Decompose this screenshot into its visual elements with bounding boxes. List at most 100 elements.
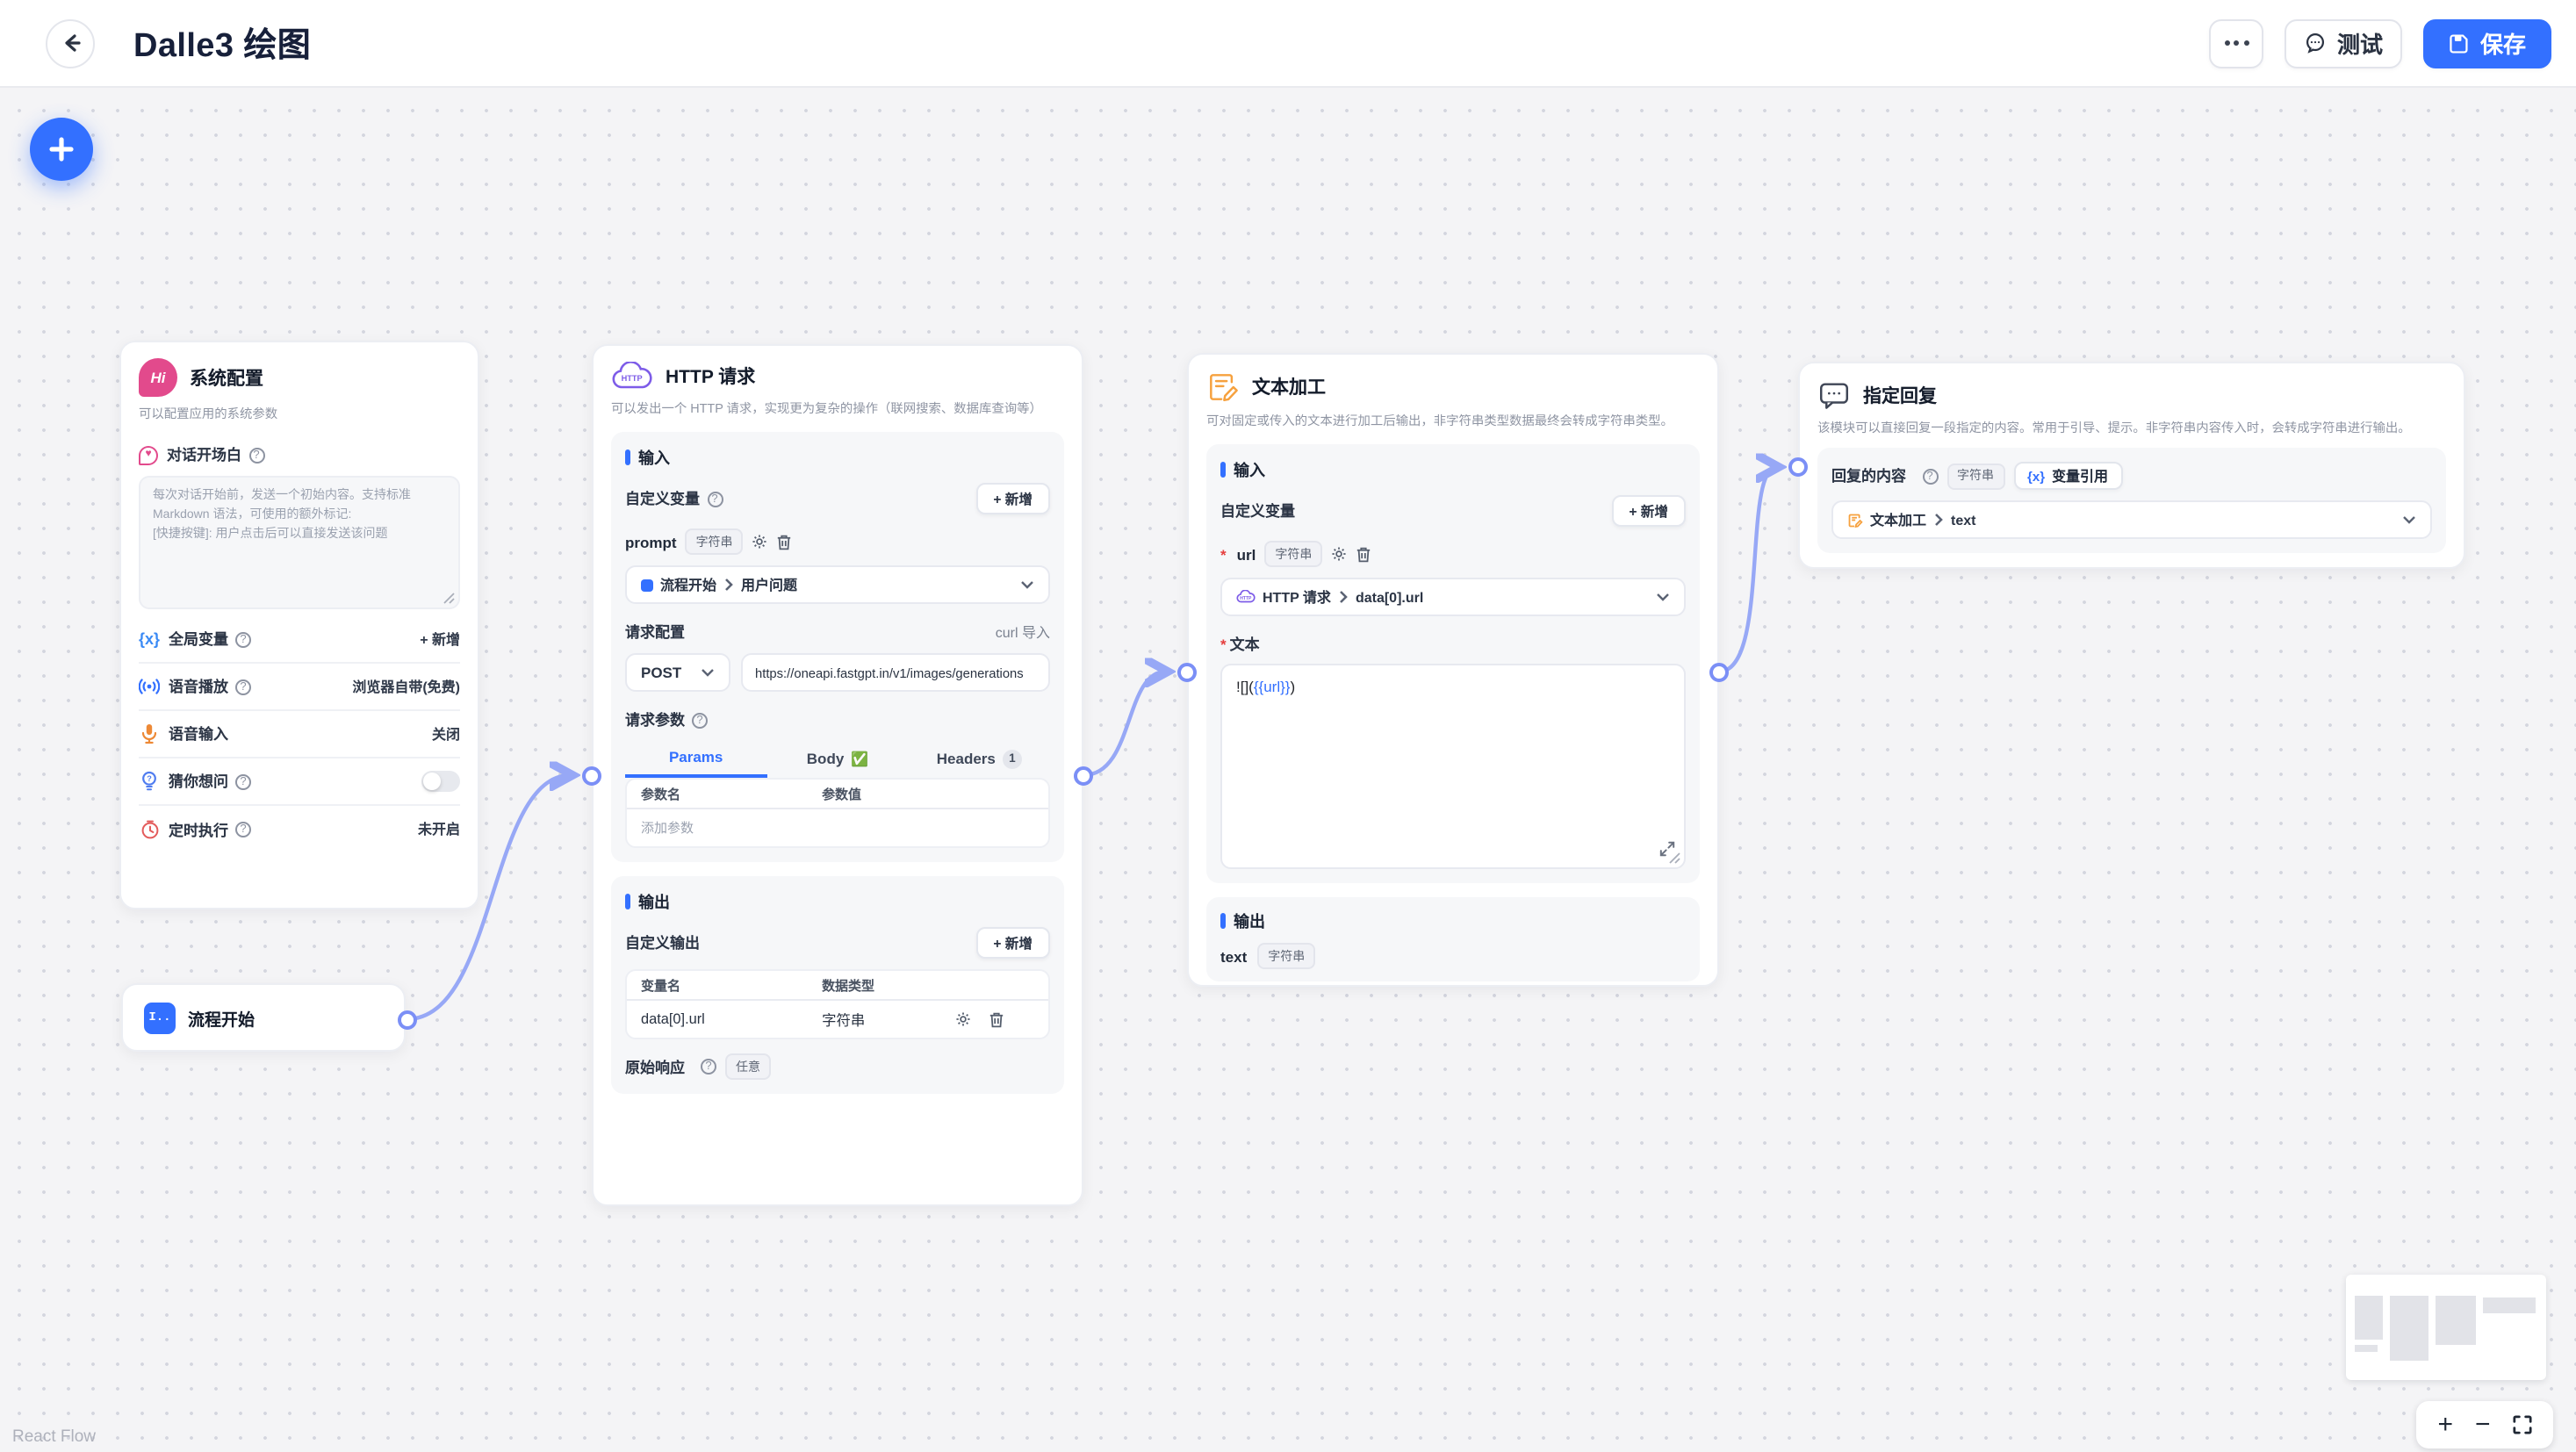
guess-question-toggle[interactable]: [421, 771, 460, 792]
more-options-button[interactable]: [2209, 18, 2263, 68]
add-variable-action[interactable]: + 新增: [420, 631, 460, 647]
add-node-button[interactable]: [30, 118, 93, 181]
welcome-textarea[interactable]: 每次对话开始前，发送一个初始内容。支持标准 Markdown 语法，可使用的额外…: [139, 476, 460, 609]
resize-handle-icon[interactable]: [443, 592, 455, 604]
col-var-name: 变量名: [641, 977, 680, 993]
node-system-config[interactable]: Hi 系统配置 可以配置应用的系统参数 对话开场白 每次对话开始前，发送一个初始…: [119, 341, 479, 909]
help-icon[interactable]: [1922, 468, 1939, 484]
params-tabs: Params Body ✅ Headers 1: [625, 748, 1050, 778]
reply-content-label: 回复的内容: [1831, 467, 1907, 485]
react-flow-attribution: React Flow: [12, 1427, 97, 1447]
raw-response-label: 原始响应: [625, 1058, 686, 1075]
delete-variable-button[interactable]: [1356, 545, 1371, 563]
reply-content-card: 回复的内容 字符串 {x} 变量引用 文本加工 text: [1817, 448, 2446, 553]
back-button[interactable]: [46, 18, 95, 68]
node-text-process[interactable]: 文本加工 可对固定或传入的文本进行加工后输出，非字符串类型数据最终会转成字符串类…: [1187, 353, 1719, 987]
row-scheduled-run[interactable]: 定时执行 未开启: [139, 806, 460, 853]
add-variable-button[interactable]: + 新增: [975, 483, 1050, 514]
output-name: text: [1220, 947, 1248, 965]
handle-http-input[interactable]: [582, 766, 601, 785]
variable-name: prompt: [625, 533, 677, 550]
welcome-placeholder: 每次对话开始前，发送一个初始内容。支持标准 Markdown 语法，可使用的额外…: [153, 490, 411, 541]
expand-icon[interactable]: [1659, 841, 1675, 857]
row-guess-question[interactable]: ? 猜你想问: [139, 758, 460, 806]
type-badge: 字符串: [1257, 943, 1316, 969]
help-icon[interactable]: [707, 491, 723, 507]
http-mini-icon: HTTP: [1236, 590, 1256, 603]
help-icon[interactable]: [235, 679, 252, 694]
any-type-badge: 任意: [725, 1053, 772, 1080]
help-icon[interactable]: [235, 773, 252, 789]
handle-reply-input[interactable]: [1788, 457, 1808, 477]
url-source-select[interactable]: HTTP HTTP 请求 data[0].url: [1220, 578, 1686, 616]
add-variable-button[interactable]: + 新增: [1611, 495, 1686, 527]
help-icon[interactable]: [248, 447, 265, 463]
prompt-source-select[interactable]: 流程开始 用户问题: [625, 565, 1050, 604]
row-voice-play[interactable]: 语音播放 浏览器自带(免费): [139, 664, 460, 711]
help-icon[interactable]: [701, 1059, 717, 1075]
col-data-type: 数据类型: [822, 977, 875, 993]
flow-canvas[interactable]: Hi 系统配置 可以配置应用的系统参数 对话开场白 每次对话开始前，发送一个初始…: [0, 88, 2576, 1452]
tab-params[interactable]: Params: [625, 748, 767, 778]
handle-text-input[interactable]: [1177, 662, 1197, 681]
curl-import-link[interactable]: curl 导入: [995, 624, 1050, 640]
help-icon[interactable]: [235, 631, 252, 647]
row-voice-input[interactable]: 语音输入 关闭: [139, 711, 460, 758]
params-table: 参数名 参数值 添加参数: [625, 778, 1050, 848]
reply-bubble-icon: [1819, 383, 1849, 409]
variable-reference-chip[interactable]: {x} 变量引用: [2013, 462, 2123, 490]
minimap[interactable]: [2346, 1275, 2546, 1380]
edit-output-button[interactable]: [955, 1011, 971, 1027]
section-input: 输入: [1234, 462, 1266, 479]
svg-text:HTTP: HTTP: [1240, 596, 1252, 601]
node-flow-start[interactable]: I.. 流程开始: [121, 983, 406, 1052]
node-http-request[interactable]: HTTP HTTP 请求 可以发出一个 HTTP 请求，实现更为复杂的操作（联网…: [592, 344, 1083, 1206]
text-process-icon: [1210, 374, 1238, 402]
tab-headers[interactable]: Headers 1: [909, 748, 1050, 778]
delete-variable-button[interactable]: [777, 533, 793, 550]
handle-http-output[interactable]: [1074, 766, 1093, 785]
chevron-right-icon: [1935, 514, 1943, 526]
fit-view-button[interactable]: [2512, 1415, 2532, 1434]
zoom-in-button[interactable]: +: [2437, 1410, 2453, 1440]
ellipsis-icon: [2224, 40, 2229, 46]
edit-variable-button[interactable]: [752, 534, 768, 550]
help-icon[interactable]: [692, 712, 709, 728]
resize-handle-icon[interactable]: [1668, 852, 1680, 864]
headers-count-badge: 1: [1002, 749, 1022, 768]
url-input[interactable]: https://oneapi.fastgpt.in/v1/images/gene…: [741, 653, 1050, 692]
handle-text-output[interactable]: [1709, 662, 1729, 681]
trash-icon: [778, 534, 791, 550]
delete-output-button[interactable]: [989, 1010, 1004, 1028]
variable-name: url: [1236, 545, 1256, 563]
mic-icon: [141, 724, 157, 744]
output-table: 变量名 数据类型 data[0].url 字符串: [625, 969, 1050, 1039]
node-description: 可以配置应用的系统参数: [139, 406, 278, 421]
top-bar: Dalle3 绘图 测试 保存: [0, 0, 2576, 88]
zoom-out-button[interactable]: −: [2474, 1410, 2491, 1440]
text-template-textarea[interactable]: ![]({{url}}): [1220, 664, 1686, 869]
output-var-type: 字符串: [822, 1012, 866, 1028]
node-title: HTTP 请求: [666, 367, 756, 388]
chevron-right-icon: [1340, 591, 1348, 603]
add-param-placeholder[interactable]: 添加参数: [641, 820, 694, 836]
node-specified-reply[interactable]: 指定回复 该模块可以直接回复一段指定的内容。常用于引导、提示。非字符串内容传入时…: [1798, 362, 2465, 569]
edge-http-to-text: [1083, 672, 1166, 778]
method-select[interactable]: POST: [625, 653, 730, 692]
edit-variable-button[interactable]: [1331, 546, 1347, 562]
handle-flow-start-output[interactable]: [397, 1010, 416, 1029]
reply-source-select[interactable]: 文本加工 text: [1831, 500, 2432, 539]
add-output-button[interactable]: + 新增: [975, 927, 1050, 959]
edge-start-to-http: [406, 775, 571, 1022]
help-icon[interactable]: [235, 822, 252, 837]
page-title: Dalle3 绘图: [133, 28, 312, 65]
chat-test-icon: [2306, 33, 2324, 54]
chevron-down-icon: [2403, 516, 2415, 524]
tab-body[interactable]: Body ✅: [806, 750, 869, 767]
save-button[interactable]: 保存: [2423, 18, 2551, 68]
col-param-name: 参数名: [641, 786, 680, 801]
row-global-variables[interactable]: {x} 全局变量 + 新增: [139, 616, 460, 664]
test-button[interactable]: 测试: [2285, 18, 2402, 68]
node-title: 指定回复: [1863, 385, 1937, 406]
